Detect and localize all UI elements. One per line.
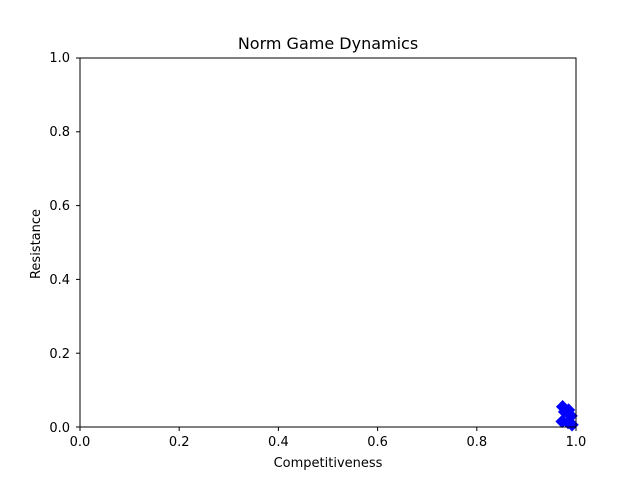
y-tick-label: 1.0 [49,51,70,66]
x-tick-label: 0.4 [268,435,289,450]
y-axis-label: Resistance [29,209,44,279]
y-tick-label: 0.2 [49,347,70,362]
x-tick-label: 1.0 [566,435,587,450]
x-tick-label: 0.2 [169,435,190,450]
x-tick-label: 0.8 [466,435,487,450]
data-points [555,399,579,432]
chart-title: Norm Game Dynamics [238,34,418,53]
y-tick-label: 0.0 [49,421,70,436]
x-tick-label: 0.0 [70,435,91,450]
y-tick-label: 0.6 [49,199,70,214]
x-axis-label: Competitiveness [274,456,383,471]
y-tick-label: 0.8 [49,125,70,140]
plot-frame [79,57,577,428]
axis-ticks [76,57,577,431]
y-tick-label: 0.4 [49,273,70,288]
x-tick-label: 0.6 [367,435,388,450]
data-point [564,409,578,423]
x-tick-labels: 0.0 0.2 0.4 0.6 0.8 1.0 [70,435,587,450]
y-tick-labels: 0.0 0.2 0.4 0.6 0.8 1.0 [49,51,70,436]
